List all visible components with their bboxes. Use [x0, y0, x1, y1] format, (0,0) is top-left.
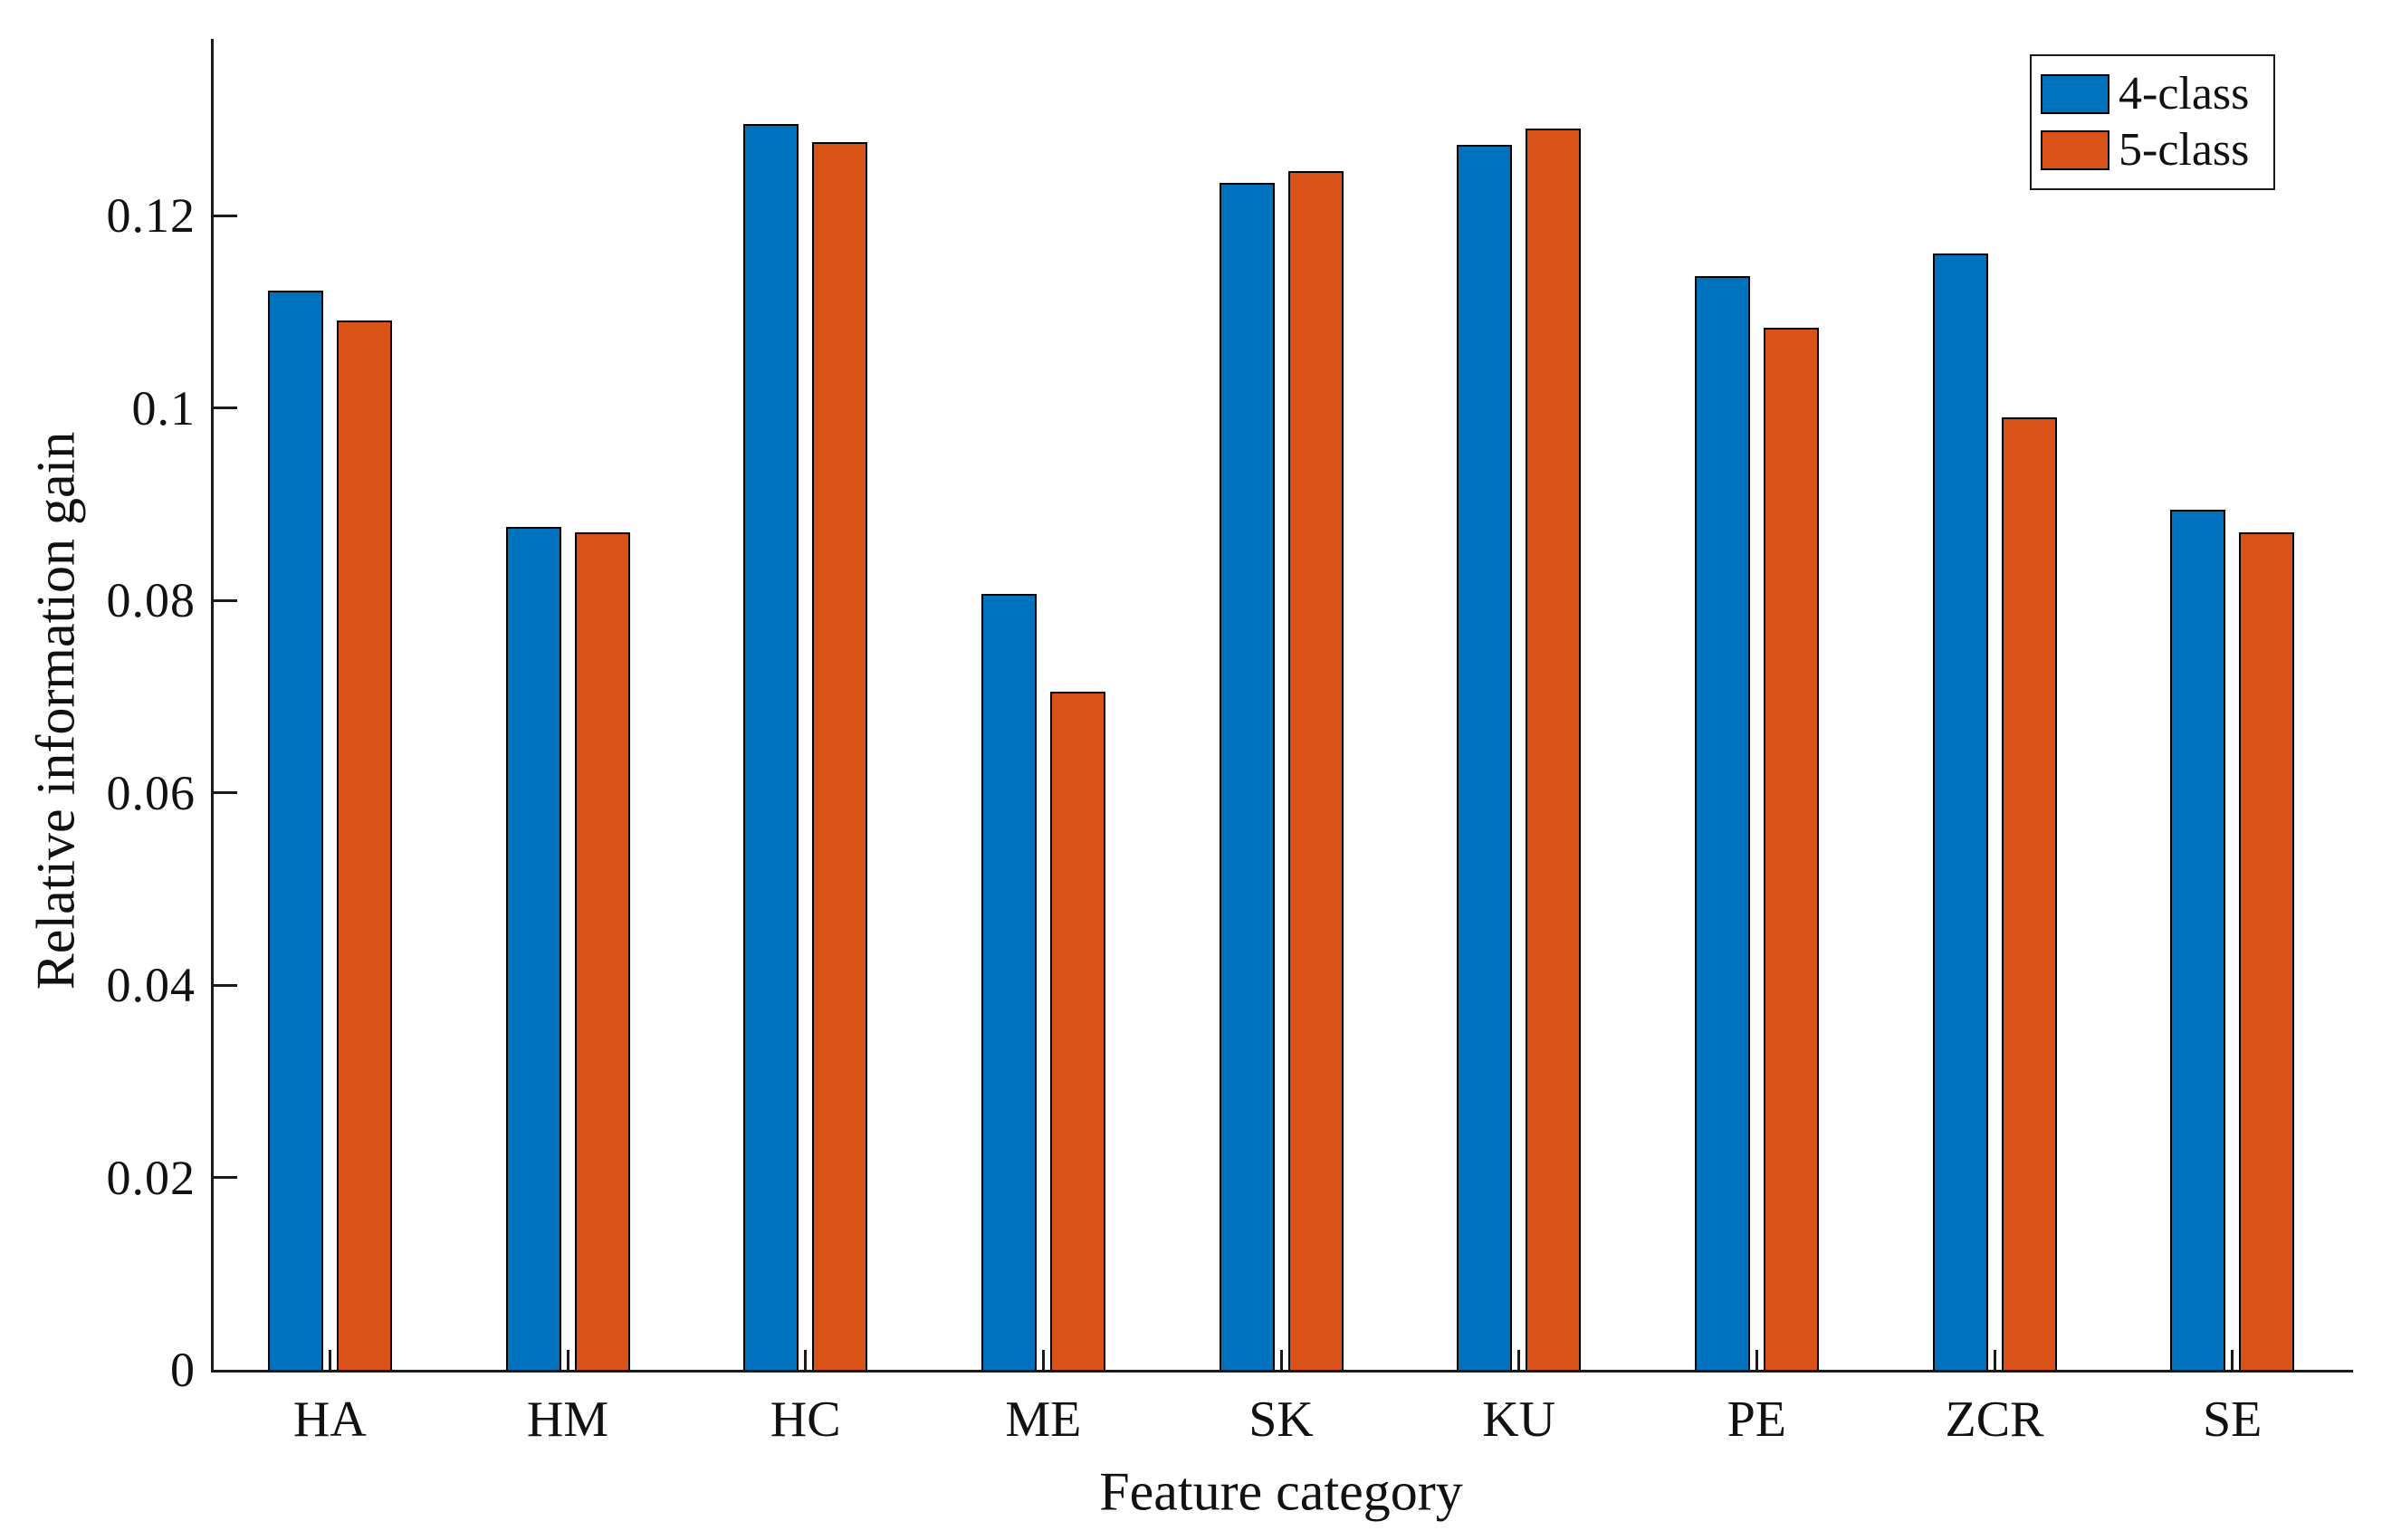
y-tick-mark-0.1 [214, 407, 237, 409]
x-tick-label-SE: SE [2202, 1392, 2262, 1448]
bar-HM-5-class [574, 532, 630, 1370]
y-tick-mark-0.02 [214, 1176, 237, 1179]
bar-ME-4-class [981, 594, 1037, 1370]
x-tick-mark-HM [566, 1350, 569, 1370]
x-tick-label-KU: KU [1482, 1392, 1556, 1448]
x-tick-label-ME: ME [1005, 1392, 1082, 1448]
x-tick-label-HC: HC [770, 1392, 841, 1448]
y-tick-label-0.04: 0.04 [106, 958, 196, 1012]
bar-PE-4-class [1694, 276, 1750, 1370]
x-tick-mark-HA [328, 1350, 331, 1370]
x-tick-label-SK: SK [1248, 1392, 1314, 1448]
x-tick-label-ZCR: ZCR [1945, 1392, 2044, 1448]
legend-swatch-5-class [2041, 130, 2109, 170]
y-tick-mark-0.06 [214, 791, 237, 794]
y-tick-label-0.1: 0.1 [131, 380, 196, 435]
bar-KU-5-class [1526, 129, 1582, 1370]
legend-swatch-4-class [2041, 74, 2109, 114]
bar-HC-4-class [743, 124, 799, 1370]
y-tick-mark-0.08 [214, 598, 237, 602]
bar-HA-4-class [267, 291, 323, 1370]
bar-SE-5-class [2239, 532, 2295, 1370]
x-tick-mark-SK [1279, 1350, 1283, 1370]
bar-ME-5-class [1049, 692, 1105, 1370]
y-tick-label-0.02: 0.02 [106, 1150, 196, 1205]
x-tick-mark-PE [1755, 1350, 1758, 1370]
legend-item-4-class: 4-class [2041, 71, 2264, 118]
y-axis-title: Relative information gain [25, 431, 86, 990]
bar-SK-5-class [1287, 171, 1344, 1370]
bar-ZCR-5-class [2001, 417, 2057, 1370]
x-tick-mark-ME [1041, 1350, 1045, 1370]
bar-SK-4-class [1219, 183, 1275, 1370]
y-tick-mark-0.04 [214, 983, 237, 987]
bar-HC-5-class [812, 142, 868, 1370]
legend-label-5-class: 5-class [2119, 124, 2250, 176]
y-tick-label-0.06: 0.06 [106, 765, 196, 820]
y-tick-mark-0.12 [214, 214, 237, 217]
bar-PE-5-class [1763, 328, 1819, 1370]
x-tick-label-HM: HM [526, 1392, 609, 1448]
x-tick-label-HA: HA [292, 1392, 367, 1448]
x-tick-mark-HC [804, 1350, 808, 1370]
bar-ZCR-4-class [1932, 253, 1988, 1370]
x-tick-label-PE: PE [1727, 1392, 1786, 1448]
y-tick-label-0: 0 [170, 1343, 196, 1397]
y-tick-label-0.12: 0.12 [106, 188, 196, 243]
x-axis-title: Feature category [1099, 1461, 1463, 1522]
x-tick-mark-ZCR [1993, 1350, 1996, 1370]
y-tick-label-0.08: 0.08 [106, 573, 196, 627]
legend-item-5-class: 5-class [2041, 127, 2264, 174]
bar-SE-4-class [2170, 510, 2226, 1370]
legend-label-4-class: 4-class [2119, 68, 2250, 120]
x-tick-mark-SE [2231, 1350, 2234, 1370]
legend: 4-class 5-class [2030, 54, 2275, 190]
x-tick-mark-KU [1517, 1350, 1521, 1370]
bar-HM-4-class [505, 527, 561, 1370]
y-axis-line [211, 39, 214, 1373]
x-axis-line [211, 1370, 2353, 1373]
bar-KU-4-class [1457, 145, 1513, 1370]
bar-HA-5-class [336, 320, 392, 1370]
